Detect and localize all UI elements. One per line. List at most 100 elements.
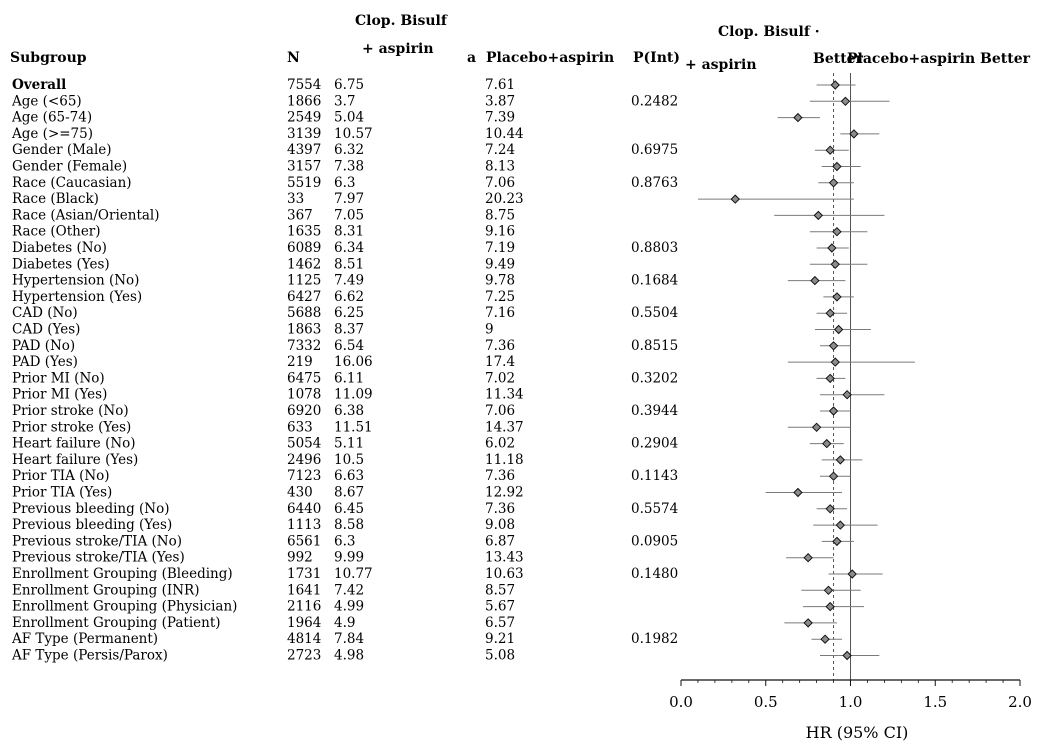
clop-rate: 6.3 [334, 175, 355, 191]
n-value: 1731 [287, 566, 321, 582]
placebo-rate: 8.75 [485, 207, 515, 223]
hr-marker [833, 324, 844, 335]
subgroup-label: Gender (Female) [12, 159, 127, 175]
placebo-rate: 5.67 [485, 599, 515, 615]
subgroup-label: Hypertension (Yes) [12, 289, 142, 305]
clop-rate: 4.99 [334, 599, 364, 615]
subgroup-label: Race (Other) [12, 224, 101, 240]
x-tick-label: 0.5 [754, 693, 778, 711]
p-interaction: 0.8803 [631, 240, 678, 256]
n-value: 1863 [287, 322, 321, 338]
p-interaction: 0.1982 [631, 631, 678, 647]
n-value: 7554 [287, 77, 321, 93]
placebo-rate: 9.78 [485, 273, 515, 289]
subgroup-label: Previous stroke/TIA (Yes) [12, 550, 185, 566]
hr-marker [828, 471, 839, 481]
n-value: 2496 [287, 452, 321, 468]
hr-marker [825, 504, 835, 514]
placebo-rate: 8.57 [485, 582, 515, 598]
n-value: 33 [287, 191, 304, 207]
subgroup-label: CAD (No) [12, 305, 78, 321]
hr-marker [830, 80, 840, 90]
subgroup-label: Age (<65) [11, 93, 82, 109]
better-left-header: Better [813, 51, 864, 67]
hr-marker [825, 308, 835, 318]
subgroup-label: Prior stroke (No) [12, 403, 129, 419]
n-value: 6440 [287, 501, 321, 517]
hr-marker [832, 536, 842, 547]
clop-rate: 7.38 [334, 159, 364, 175]
p-interaction: 0.1480 [631, 566, 678, 582]
placebo-rate: 7.36 [485, 338, 515, 354]
placebo-rate: 9.08 [485, 517, 515, 533]
placebo-rate: 6.87 [485, 533, 515, 549]
clop-rate: 6.75 [334, 77, 364, 93]
clop-rate: 5.04 [334, 110, 364, 126]
hr-marker [828, 178, 839, 188]
hr-marker [847, 569, 857, 579]
subgroup-label: Heart failure (Yes) [12, 452, 138, 468]
p-int-header: P(Int) [633, 50, 680, 66]
placebo-rate: 7.19 [485, 240, 515, 256]
clop-rate: 4.9 [334, 615, 355, 631]
hr-marker [810, 275, 820, 286]
subgroup-label: PAD (No) [12, 338, 75, 354]
subgroup-label: Age (65-74) [11, 110, 92, 126]
n-value: 1125 [287, 273, 321, 289]
subgroup-label: Age (>=75) [11, 126, 93, 142]
subgroup-label: Enrollment Grouping (Patient) [12, 615, 221, 631]
hr-marker [825, 601, 835, 612]
placebo-rate: 9.16 [485, 224, 515, 240]
p-interaction: 0.1143 [631, 468, 678, 484]
placebo-rate: 10.44 [485, 126, 524, 142]
placebo-rate: 20.23 [485, 191, 524, 207]
clop-rate: 16.06 [334, 354, 373, 370]
clop-header-line2: + aspirin [362, 41, 434, 57]
clop-rate: 8.67 [334, 485, 364, 501]
p-interaction: 0.3944 [631, 403, 678, 419]
p-interaction: 0.8515 [631, 338, 678, 354]
hr-marker [842, 389, 852, 400]
hr-marker [832, 161, 842, 172]
subgroup-label: Race (Asian/Oriental) [12, 207, 160, 223]
stray-header-mark: a [467, 50, 476, 66]
subgroup-label: Prior stroke (Yes) [12, 419, 131, 435]
p-interaction: 0.8763 [631, 175, 678, 191]
placebo-rate: 7.02 [485, 370, 515, 386]
hr-marker [803, 618, 813, 628]
clop-header-line1: Clop. Bisulf [355, 13, 448, 29]
subgroup-label: Race (Caucasian) [12, 175, 132, 191]
subgroup-label: AF Type (Persis/Parox) [11, 648, 168, 664]
table-rows: Overall 7554 6.75 7.61 Age (<65) 1866 3.7 3.87 0… [11, 77, 678, 664]
n-value: 6920 [287, 403, 321, 419]
subgroup-label: Previous bleeding (No) [12, 501, 170, 517]
n-value: 2116 [287, 599, 321, 615]
placebo-rate: 5.08 [485, 648, 515, 664]
clop-rate: 11.09 [334, 387, 373, 403]
n-value: 6475 [287, 370, 321, 386]
n-value: 3139 [287, 126, 321, 142]
subgroup-label: Prior TIA (No) [12, 468, 110, 484]
p-interaction: 0.2482 [631, 93, 678, 109]
hr-marker [822, 438, 832, 449]
x-tick-label: 0.0 [669, 693, 693, 711]
clop-rate: 7.49 [334, 273, 364, 289]
subgroup-label: Enrollment Grouping (INR) [12, 582, 199, 598]
subgroup-header: Subgroup [10, 50, 87, 66]
clop-rate: 8.37 [334, 322, 364, 338]
placebo-rate: 6.57 [485, 615, 515, 631]
placebo-rate: 9.21 [485, 631, 515, 647]
hr-marker [813, 210, 824, 221]
placebo-rate: 17.4 [485, 354, 515, 370]
clop-rate: 3.7 [334, 93, 355, 109]
clop-rate: 10.5 [334, 452, 364, 468]
hr-marker [730, 194, 740, 204]
n-value: 1462 [287, 256, 321, 272]
placebo-rate: 14.37 [485, 419, 524, 435]
subgroup-label: Overall [12, 77, 66, 93]
n-value: 2723 [287, 648, 321, 664]
clop-rate: 10.57 [334, 126, 373, 142]
placebo-rate: 11.34 [485, 387, 524, 403]
n-value: 1641 [287, 582, 321, 598]
